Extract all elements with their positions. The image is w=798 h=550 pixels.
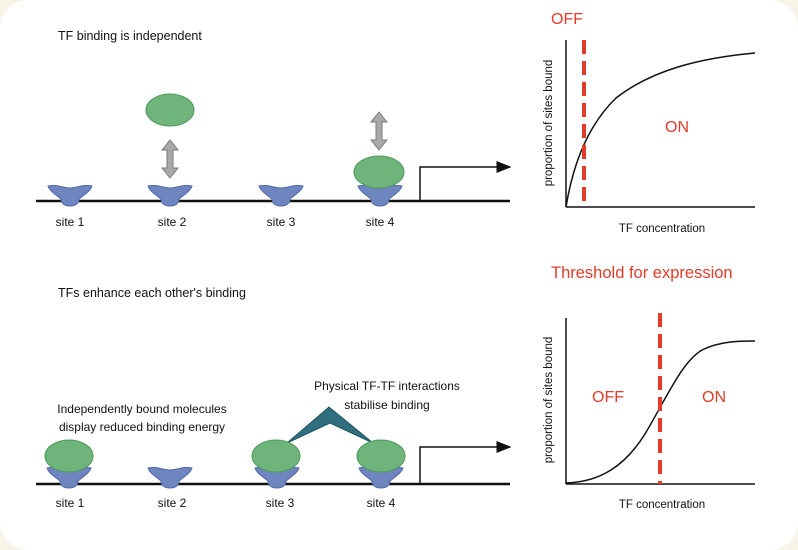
top-heading: TF binding is independent [58,29,202,43]
top-graph-x-label: TF concentration [619,223,705,235]
top-site-3-label: site 3 [267,215,296,229]
bottom-site-3-label: site 3 [266,496,295,510]
bottom-bound-tf-site4-icon [356,439,406,473]
top-promoter-arrow-icon [419,161,512,200]
bottom-promoter-arrow-icon [419,441,512,483]
top-free-tf-icon [145,93,195,127]
bottom-graph-y-label: proportion of sites bound [543,337,555,464]
top-graph-y-label: proportion of sites bound [543,60,555,187]
bottom-bound-tf-site1-icon [44,439,94,473]
top-graph-hyperbolic-curve [565,52,756,208]
bottom-site-1-label: site 1 [56,496,85,510]
top-site-4-label: site 4 [366,215,395,229]
bottom-site-4-label: site 4 [367,496,396,510]
bottom-graph-x-label: TF concentration [619,499,705,511]
independent-note-line2: display reduced binding energy [59,420,225,434]
top-site-1-label: site 1 [56,215,85,229]
independent-note-line1: Independently bound molecules [57,402,226,416]
top-graph-off-label: OFF [551,11,583,28]
top-bound-tf-icon [353,155,405,189]
cooperative-note-line1: Physical TF-TF interactions [314,379,460,393]
bottom-site-2-label: site 2 [158,496,187,510]
threshold-title: Threshold for expression [551,264,733,282]
cooperative-note-line2: stabilise binding [344,398,429,412]
top-site-2-label: site 2 [158,215,187,229]
bottom-heading: TFs enhance each other's binding [58,286,246,300]
bottom-graph-on-label: ON [702,389,726,406]
bottom-bound-tf-site3-icon [251,439,301,473]
bottom-graph-sigmoid-curve [565,340,756,484]
top-graph-on-label: ON [665,119,689,136]
bottom-graph-off-label: OFF [592,389,624,406]
